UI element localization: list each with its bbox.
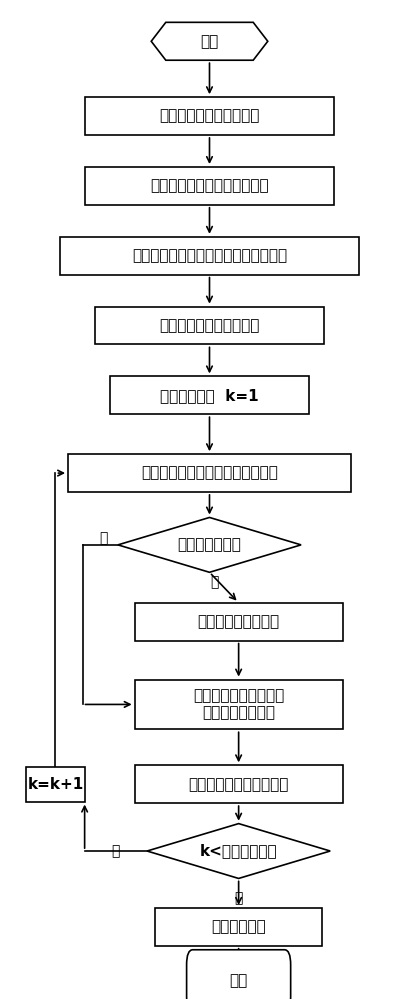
Text: 找到个体最优和全局最优: 找到个体最优和全局最优 (159, 318, 260, 333)
Polygon shape (151, 22, 268, 60)
Text: 设置迭代次数  k=1: 设置迭代次数 k=1 (160, 388, 259, 403)
Bar (85, 167, 334, 205)
Bar (134, 680, 343, 729)
Text: 否: 否 (99, 531, 108, 545)
Text: k<迭代次数上限: k<迭代次数上限 (200, 844, 277, 859)
Bar (110, 376, 309, 414)
Bar (95, 307, 324, 344)
Text: 修正值超过限值: 修正值超过限值 (178, 537, 241, 552)
Text: 否: 否 (235, 891, 243, 905)
Polygon shape (147, 824, 330, 878)
Text: k=k+1: k=k+1 (27, 777, 84, 792)
Text: 利用潮流计算得到每个粒子的适应度值: 利用潮流计算得到每个粒子的适应度值 (132, 248, 287, 263)
Text: 结束: 结束 (230, 973, 248, 988)
Polygon shape (118, 517, 301, 572)
Text: 找到全局最优: 找到全局最优 (211, 919, 266, 934)
FancyBboxPatch shape (186, 950, 291, 1000)
Bar (59, 237, 360, 275)
Text: 是: 是 (111, 844, 120, 858)
Text: 初始化每个粒子的位置和速度: 初始化每个粒子的位置和速度 (150, 178, 269, 193)
Text: 求出每个粒子速度和位置的修正值: 求出每个粒子速度和位置的修正值 (141, 466, 278, 481)
Text: 更新个体最优和全局最优: 更新个体最优和全局最优 (189, 777, 289, 792)
Text: 利用潮流计算得到每个
粒子的新适应度值: 利用潮流计算得到每个 粒子的新适应度值 (193, 688, 284, 721)
Text: 初始化粒子的个数和维度: 初始化粒子的个数和维度 (159, 109, 260, 124)
Bar (134, 603, 343, 641)
Bar (134, 765, 343, 803)
Text: 设定修正值为上限值: 设定修正值为上限值 (198, 614, 280, 629)
Bar (155, 908, 322, 946)
Bar (26, 767, 85, 802)
Bar (85, 97, 334, 135)
Text: 开始: 开始 (200, 34, 219, 49)
Text: 是: 是 (211, 575, 219, 589)
Bar (68, 454, 351, 492)
